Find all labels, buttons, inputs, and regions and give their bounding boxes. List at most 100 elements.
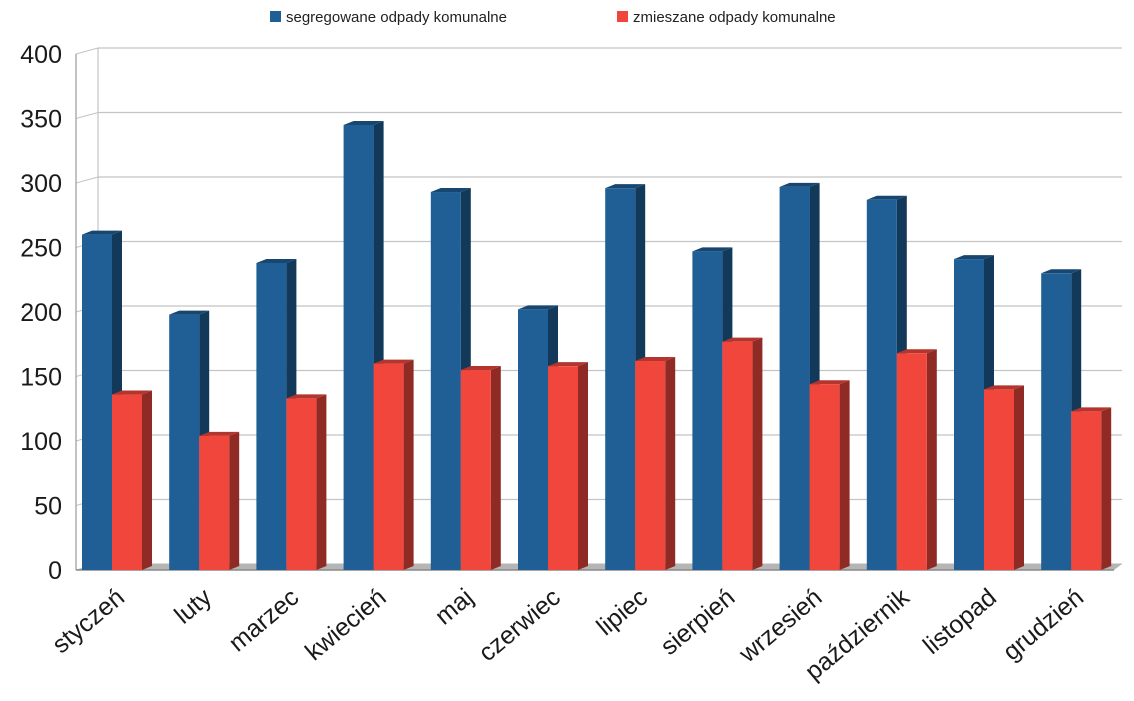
category-group — [343, 120, 414, 570]
bar — [1071, 407, 1112, 570]
bar-front — [82, 234, 112, 570]
bar-top — [605, 184, 646, 189]
legend-item-zmieszane: zmieszane odpady komunalne — [617, 9, 836, 26]
bar-front — [430, 192, 461, 570]
bar — [460, 366, 501, 570]
bar-top — [82, 230, 122, 235]
bar-top — [343, 120, 384, 125]
x-tick-label: sierpień — [655, 583, 740, 661]
bar-front — [460, 370, 491, 570]
bar — [343, 120, 384, 570]
category-group — [779, 182, 850, 570]
bar-front — [256, 262, 287, 570]
bar-top — [635, 357, 676, 362]
x-tick-label: grudzień — [998, 583, 1089, 666]
bar-front — [635, 361, 666, 570]
bar-front — [779, 186, 810, 570]
bar-front — [896, 353, 927, 570]
bar — [199, 431, 240, 570]
gridline-side — [75, 176, 99, 184]
x-tick-label: czerwiec — [473, 583, 565, 667]
bar-front — [809, 384, 840, 570]
bars — [82, 120, 1112, 571]
legend-label-zmieszane: zmieszane odpady komunalne — [633, 9, 836, 26]
bar-side — [229, 431, 240, 570]
bar — [112, 390, 152, 570]
bar — [984, 385, 1024, 570]
bar-top — [1071, 407, 1112, 412]
bar-front — [1071, 411, 1102, 570]
bar-top — [809, 380, 850, 385]
y-axis: 0 50 100 150 200 250 300 350 400 — [20, 41, 77, 585]
bar-side — [1014, 385, 1024, 570]
category-group — [1041, 269, 1112, 570]
category-group — [866, 195, 937, 570]
category-group — [954, 255, 1024, 571]
bar-top — [286, 394, 327, 399]
category-group — [605, 184, 676, 570]
gridline-side — [75, 112, 99, 119]
bar-side — [839, 380, 850, 570]
bar-top — [548, 362, 588, 367]
bar-front — [954, 259, 984, 570]
bar-top — [199, 431, 240, 436]
bar — [896, 349, 937, 570]
y-tick-label: 100 — [20, 428, 62, 456]
y-tick-label: 0 — [48, 557, 62, 585]
x-tick-label: kwiecień — [300, 583, 391, 666]
category-group — [82, 230, 152, 570]
bar-front — [548, 366, 578, 570]
bar-top — [984, 385, 1024, 390]
bar-top — [954, 255, 994, 260]
bar-front — [518, 309, 548, 570]
bar-side — [665, 357, 676, 570]
legend-swatch-segregowane — [270, 11, 281, 22]
y-tick-label: 50 — [34, 493, 62, 521]
bar-front — [373, 363, 404, 570]
bar-top — [692, 247, 733, 252]
bar — [286, 394, 327, 570]
gridline-side — [75, 47, 99, 55]
bar-front — [1041, 273, 1072, 570]
bar-front — [286, 398, 317, 570]
legend: segregowane odpady komunalne zmieszane o… — [270, 9, 836, 26]
bar-side — [578, 362, 588, 570]
y-tick-label: 200 — [20, 299, 62, 327]
bar-top — [112, 390, 152, 395]
bar-top — [896, 349, 937, 354]
category-group — [169, 310, 240, 570]
bar-front — [199, 435, 230, 570]
bar — [809, 380, 850, 570]
bar-top — [866, 195, 907, 200]
bar — [373, 359, 414, 570]
x-tick-label: luty — [169, 583, 217, 630]
bar-front — [984, 389, 1014, 570]
bar-side — [316, 394, 327, 570]
legend-label-segregowane: segregowane odpady komunalne — [286, 9, 507, 26]
bar-top — [460, 366, 501, 371]
bar-top — [256, 258, 297, 263]
category-group — [692, 247, 763, 570]
x-tick-label: listopad — [918, 583, 1002, 660]
bar — [954, 255, 994, 571]
bar-front — [605, 188, 636, 570]
legend-swatch-zmieszane — [617, 11, 628, 22]
bar-side — [926, 349, 937, 570]
floor-plane — [76, 564, 1122, 570]
bar-top — [722, 337, 763, 342]
bar — [548, 362, 588, 570]
bar-front — [343, 124, 374, 570]
bar — [722, 337, 763, 570]
x-tick-label: maj — [430, 583, 479, 630]
bar-side — [1101, 407, 1112, 570]
category-group — [518, 305, 588, 570]
bar-front — [692, 251, 723, 570]
bar-top — [373, 359, 414, 364]
bar — [635, 357, 676, 570]
bar-front — [722, 341, 753, 570]
x-tick-label: lipiec — [591, 583, 653, 641]
legend-item-segregowane: segregowane odpady komunalne — [270, 9, 507, 26]
y-tick-label: 300 — [20, 170, 62, 198]
bar-front — [169, 314, 200, 570]
